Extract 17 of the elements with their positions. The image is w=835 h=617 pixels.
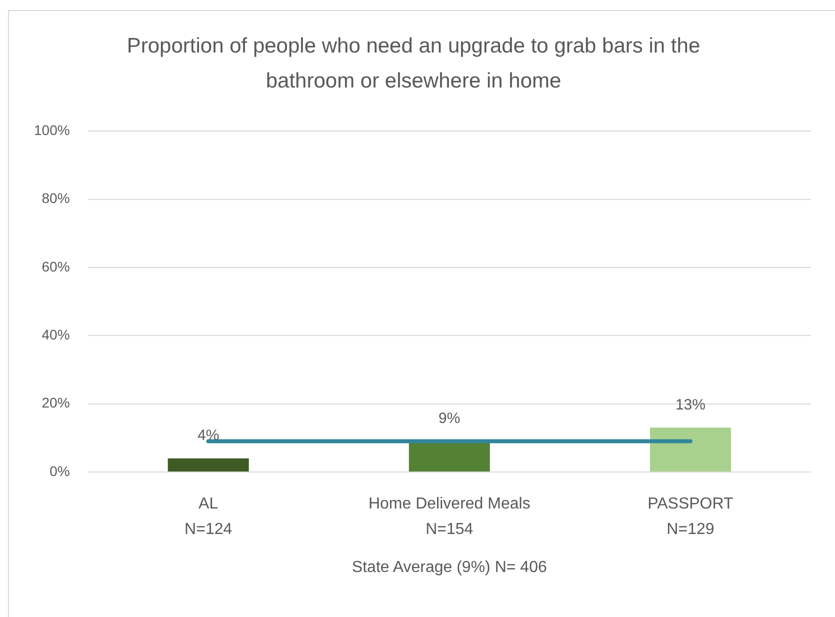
bar [168,458,249,472]
y-tick-label: 40% [42,326,70,342]
x-tick-label: PASSPORT N=129 [648,495,734,538]
y-tick-label: 60% [42,258,70,274]
chart-title: Proportion of people who need an upgrade to grab bars in the bathroom or elsewhere in home [126,34,700,92]
x-tick-label: AL N=124 [184,495,232,538]
bar [408,441,490,472]
y-tick-label: 80% [42,190,70,206]
bar [650,428,731,472]
data-label: 9% [438,410,460,427]
data-label: 13% [675,396,706,414]
x-axis-title: State Average (9%) N= 406 [352,558,547,576]
y-tick-label: 0% [50,462,70,479]
data-label: 4% [197,426,220,444]
y-tick-label: 20% [42,394,70,411]
x-tick-label: Home Delivered Meals N=154 [368,495,530,538]
y-tick-label: 100% [34,122,70,138]
